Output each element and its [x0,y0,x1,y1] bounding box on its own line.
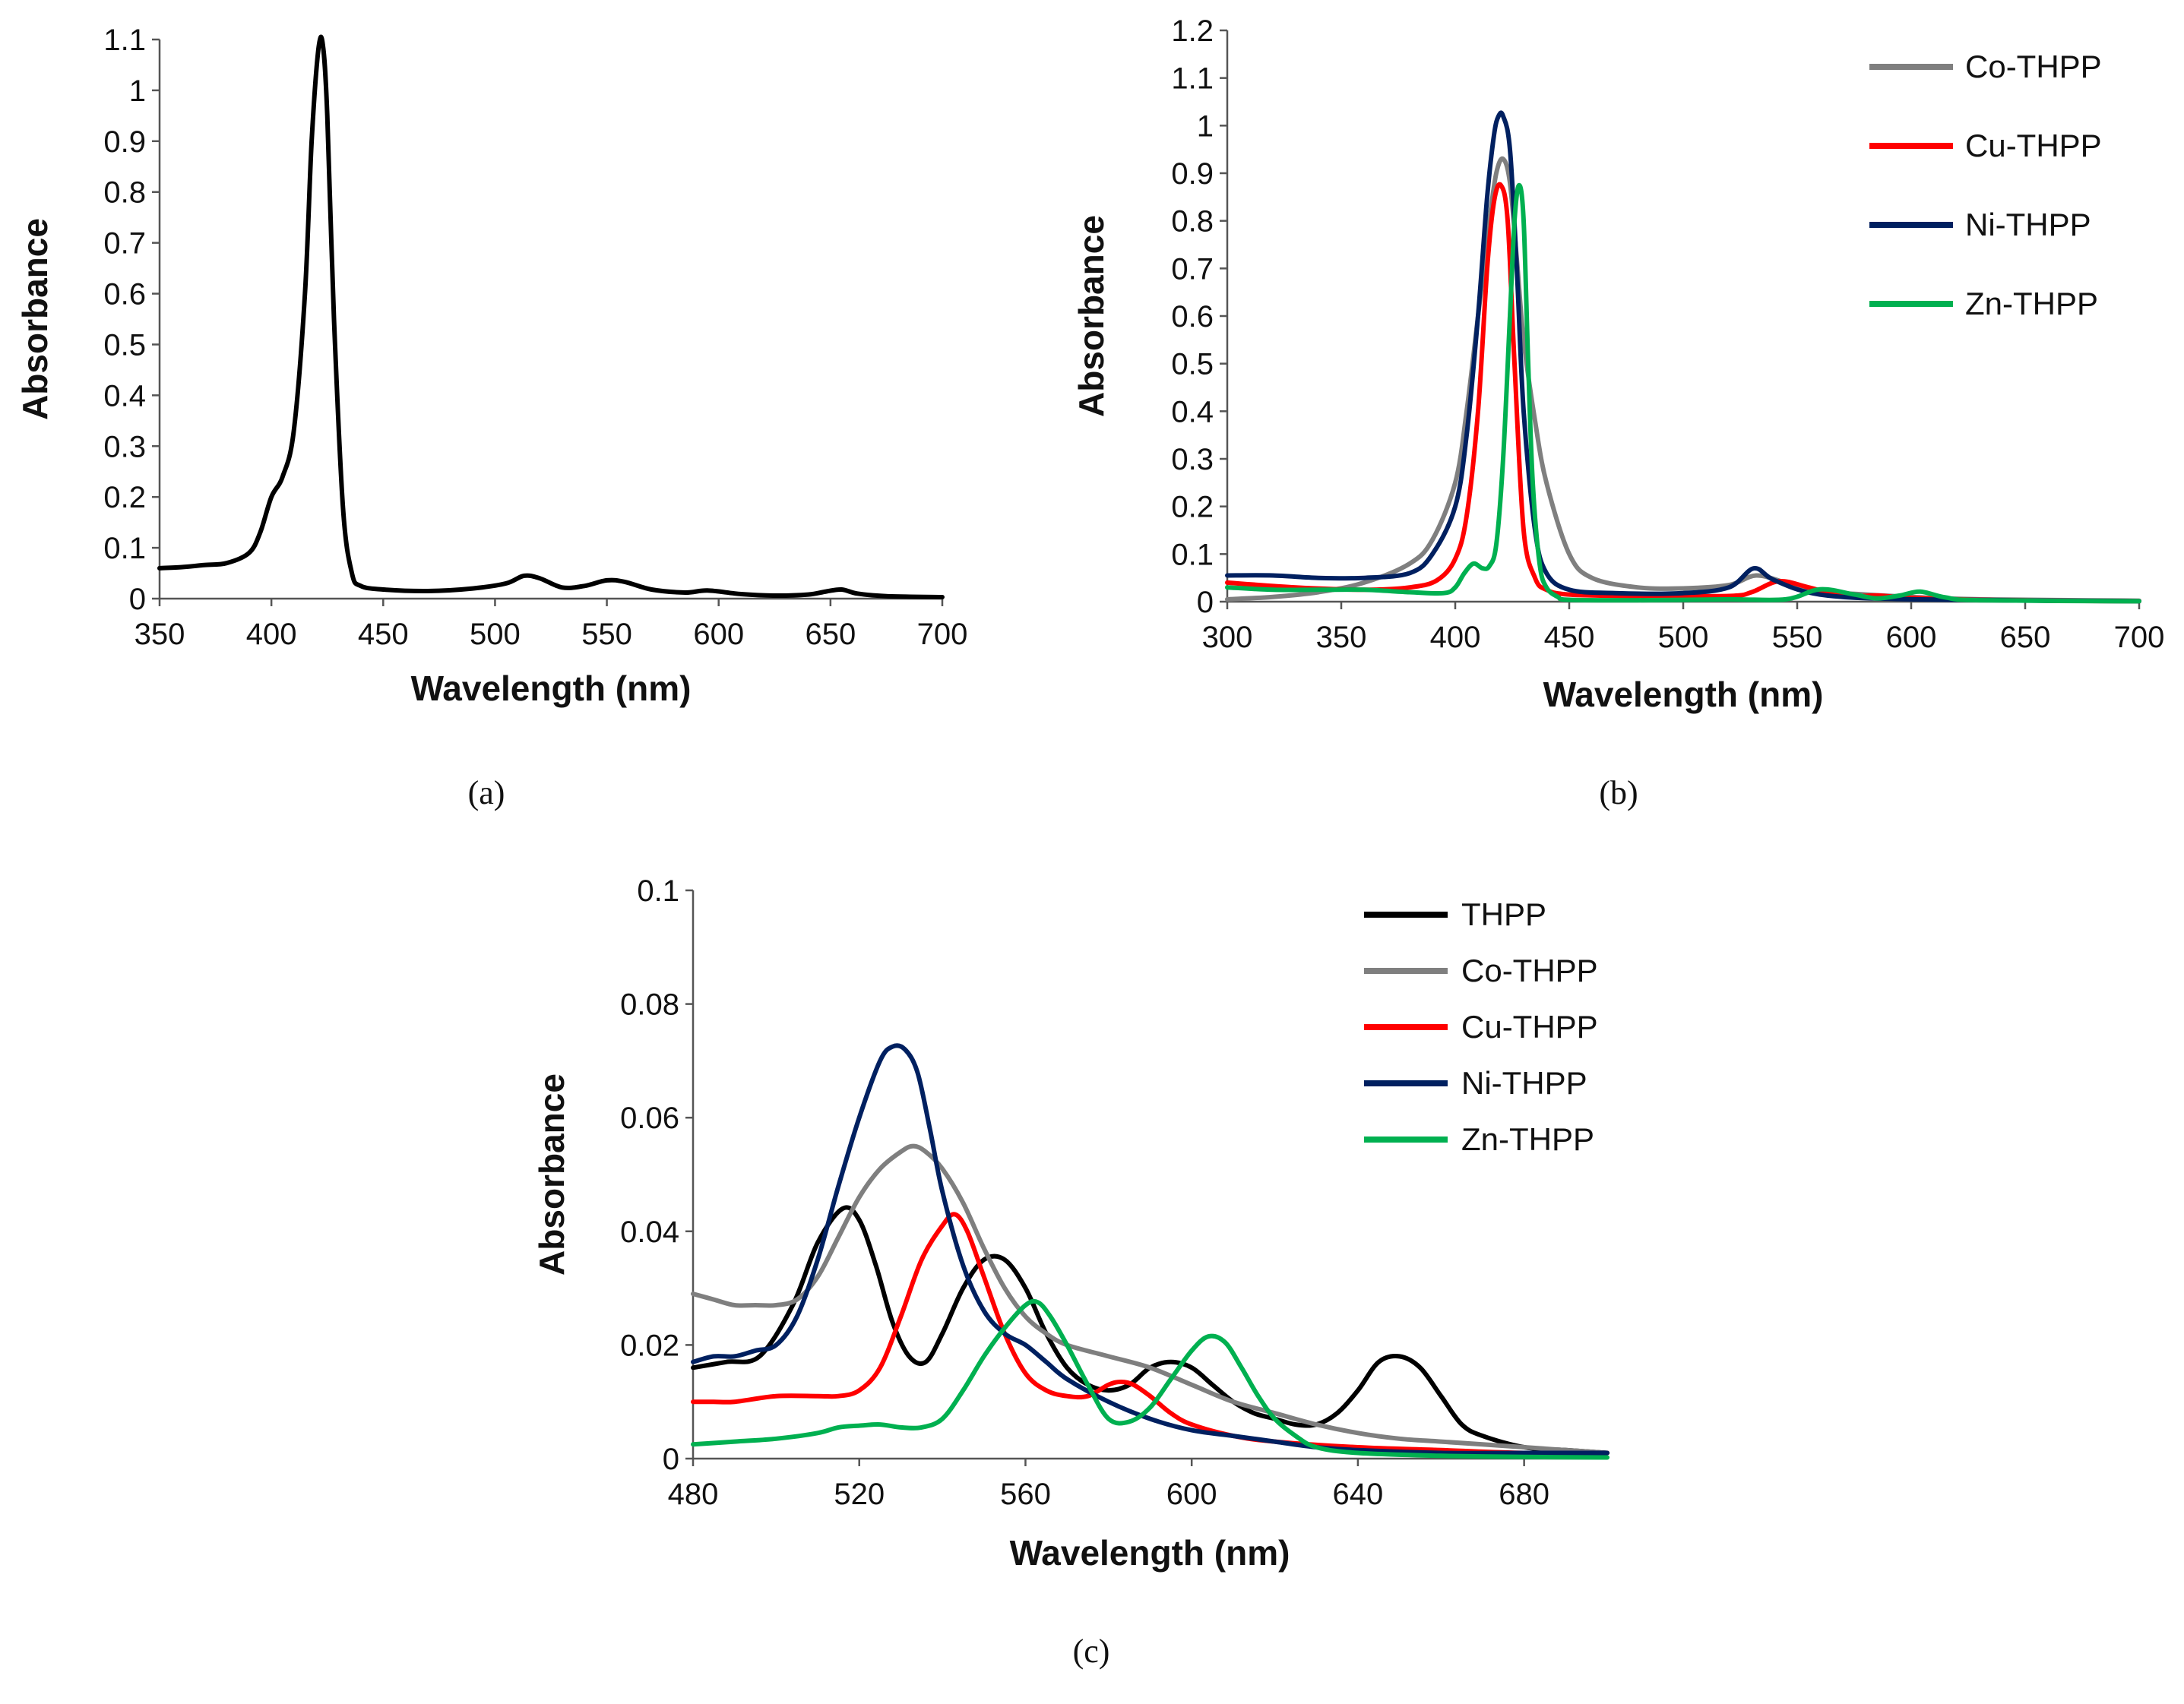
legend-label-ni-thpp: Ni-THPP [1965,207,2091,242]
series-line-zn-thpp [1225,182,2141,604]
x-tick-label: 650 [2000,621,2051,654]
legend-label-zn-thpp: Zn-THPP [1965,286,2098,321]
x-tick-label: 400 [246,618,297,651]
chart-panel-c: 0 0.02 0.04 0.06 0.08 0.1 480 520 560 600 640 680 Wa… [532,874,1610,1670]
panel-label: (c) [1073,1633,1110,1670]
series-line-co-thpp [691,1143,1610,1456]
y-tick-label: 0.2 [1171,491,1214,524]
y-tick-label: 0.06 [620,1102,679,1135]
x-tick-label: 700 [917,618,968,651]
chart-panel-b: 0 0.1 0.2 0.3 0.4 0.5 0.6 0.7 0.8 0.9 1 1.1 1.2 300 35… [1071,14,2164,811]
x-tick-label: 600 [1166,1478,1217,1511]
y-axis-title: Absorbance [532,1073,571,1276]
x-tick-label: 500 [1658,621,1709,654]
x-tick-label: 600 [693,618,744,651]
x-tick-label: 500 [470,618,521,651]
x-axis-title: Wavelength (nm) [1543,675,1824,714]
x-tick-label: 450 [1544,621,1595,654]
y-tick-label: 0.9 [1171,157,1214,191]
x-tick-label: 680 [1499,1478,1549,1511]
legend-label-co-thpp: Co-THPP [1461,953,1598,988]
y-tick-label: 0.6 [103,278,146,311]
y-tick-label: 0.4 [1171,395,1214,428]
x-axis-title: Wavelength (nm) [411,669,692,708]
y-tick-label: 0.02 [620,1329,679,1362]
x-tick-label: 350 [135,618,185,651]
legend-label-cu-thpp: Cu-THPP [1461,1009,1598,1045]
y-tick-label: 0.5 [103,328,146,362]
series-line-thpp [157,34,945,599]
legend-label-co-thpp: Co-THPP [1965,49,2102,84]
y-axis-title: Absorbance [15,218,55,420]
y-tick-label: 0.6 [1171,300,1214,334]
y-tick-label: 0.04 [620,1216,679,1249]
x-axis-title: Wavelength (nm) [1010,1533,1290,1573]
x-tick-label: 520 [834,1478,885,1511]
legend-label-cu-thpp: Cu-THPP [1965,128,2102,163]
y-tick-label: 1 [1197,109,1214,143]
y-axis-title: Absorbance [1071,215,1111,417]
x-tick-label: 560 [1000,1478,1051,1511]
x-tick-label: 300 [1202,621,1253,654]
x-tick-label: 400 [1430,621,1481,654]
x-tick-label: 480 [668,1478,719,1511]
y-tick-label: 0.1 [1171,538,1214,571]
x-tick-label: 350 [1316,621,1367,654]
y-tick-label: 0.3 [103,430,146,463]
y-tick-label: 0.7 [103,227,146,261]
y-tick-label: 0.1 [103,532,146,565]
y-tick-label: 1.1 [103,24,146,57]
y-tick-label: 1.1 [1171,62,1214,96]
y-tick-label: 0 [129,583,146,616]
y-tick-label: 0.8 [103,176,146,210]
series-line-zn-thpp [691,1298,1610,1460]
x-tick-label: 600 [1886,621,1937,654]
x-tick-label: 640 [1333,1478,1384,1511]
y-tick-label: 0.4 [103,379,146,413]
y-tick-label: 1.2 [1171,14,1214,48]
legend-label-ni-thpp: Ni-THPP [1461,1065,1587,1101]
y-tick-label: 0.8 [1171,205,1214,239]
y-tick-label: 0.5 [1171,348,1214,381]
chart-panel-a: 0 0.1 0.2 0.3 0.4 0.5 0.6 0.7 0.8 0.9 1 1.1 350 400 45… [15,24,967,811]
y-tick-label: 0.1 [637,874,679,908]
x-tick-label: 550 [1772,621,1823,654]
panel-label: (a) [468,774,505,811]
y-tick-label: 0.2 [103,481,146,514]
legend-label-thpp: THPP [1461,896,1546,932]
y-tick-label: 0.7 [1171,252,1214,286]
y-tick-label: 1 [129,74,146,108]
series-line-thpp [691,1205,1610,1456]
series-line-ni-thpp [691,1043,1610,1456]
y-tick-label: 0 [1197,586,1214,619]
x-tick-label: 450 [358,618,409,651]
y-tick-label: 0 [663,1443,679,1476]
panel-label: (b) [1599,774,1638,811]
x-tick-label: 700 [2114,621,2165,654]
x-tick-label: 550 [581,618,632,651]
x-tick-label: 650 [805,618,856,651]
legend-label-zn-thpp: Zn-THPP [1461,1121,1594,1157]
y-tick-label: 0.9 [103,125,146,159]
y-tick-label: 0.3 [1171,443,1214,476]
y-tick-label: 0.08 [620,988,679,1022]
